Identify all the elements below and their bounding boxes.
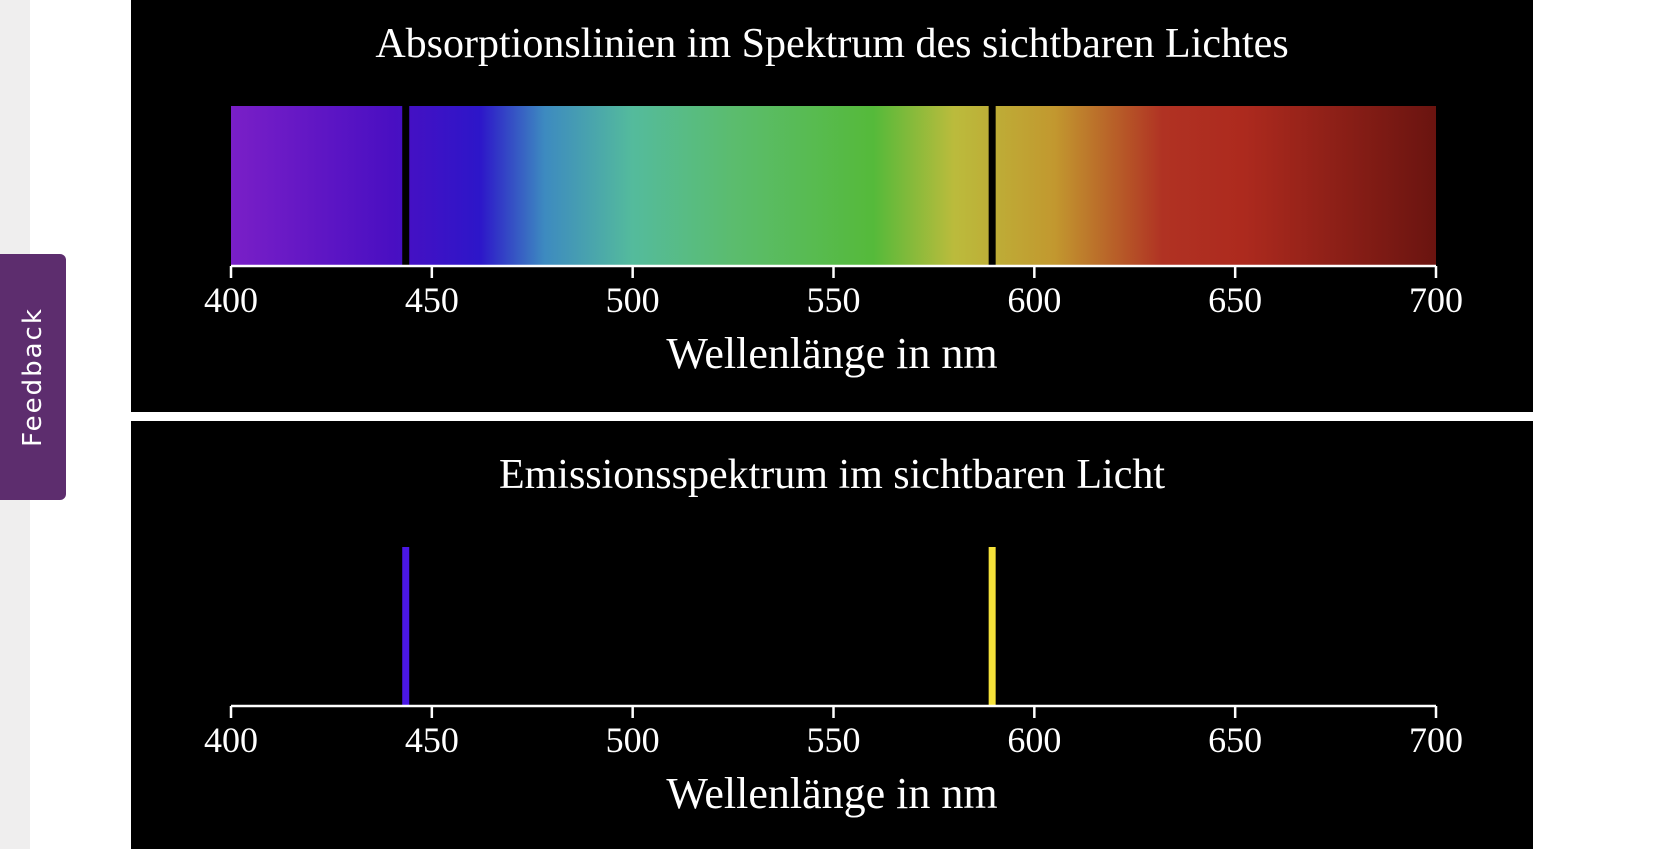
absorption-tick-label: 400 bbox=[204, 280, 258, 320]
emission-tick-label: 500 bbox=[606, 720, 660, 760]
absorption-chart-title: Absorptionslinien im Spektrum des sichtb… bbox=[375, 21, 1288, 67]
emission-x-axis-label: Wellenlänge in nm bbox=[666, 769, 997, 818]
emission-tick-label: 700 bbox=[1409, 720, 1463, 760]
absorption-tick-label: 450 bbox=[405, 280, 459, 320]
emission-x-axis: 400 450 500 550 600 650 700 bbox=[204, 704, 1463, 760]
absorption-tick-label: 500 bbox=[606, 280, 660, 320]
emission-tick-label: 600 bbox=[1007, 720, 1061, 760]
emission-tick-label: 400 bbox=[204, 720, 258, 760]
absorption-tick-label: 700 bbox=[1409, 280, 1463, 320]
feedback-button[interactable]: Feedback bbox=[0, 254, 66, 500]
panel-divider bbox=[131, 412, 1533, 421]
emission-tick-label: 650 bbox=[1208, 720, 1262, 760]
emission-chart-background bbox=[131, 421, 1533, 849]
emission-lines bbox=[402, 547, 996, 705]
absorption-tick-label: 600 bbox=[1007, 280, 1061, 320]
absorption-chart: Absorptionslinien im Spektrum des sichtb… bbox=[131, 0, 1533, 412]
emission-chart-title: Emissionsspektrum im sichtbaren Licht bbox=[499, 452, 1165, 498]
emission-chart: Emissionsspektrum im sichtbaren Licht 40… bbox=[131, 421, 1533, 849]
absorption-x-axis-label: Wellenlänge in nm bbox=[666, 329, 997, 378]
feedback-label: Feedback bbox=[18, 307, 48, 447]
absorption-x-axis: 400 450 500 550 600 650 700 bbox=[204, 264, 1463, 320]
absorption-tick-label: 650 bbox=[1208, 280, 1262, 320]
spectrum-figure: Absorptionslinien im Spektrum des sichtb… bbox=[131, 0, 1533, 849]
absorption-lines bbox=[402, 106, 996, 266]
emission-tick-label: 550 bbox=[807, 720, 861, 760]
absorption-spectrum-band bbox=[231, 106, 1436, 266]
absorption-tick-label: 550 bbox=[807, 280, 861, 320]
emission-tick-label: 450 bbox=[405, 720, 459, 760]
